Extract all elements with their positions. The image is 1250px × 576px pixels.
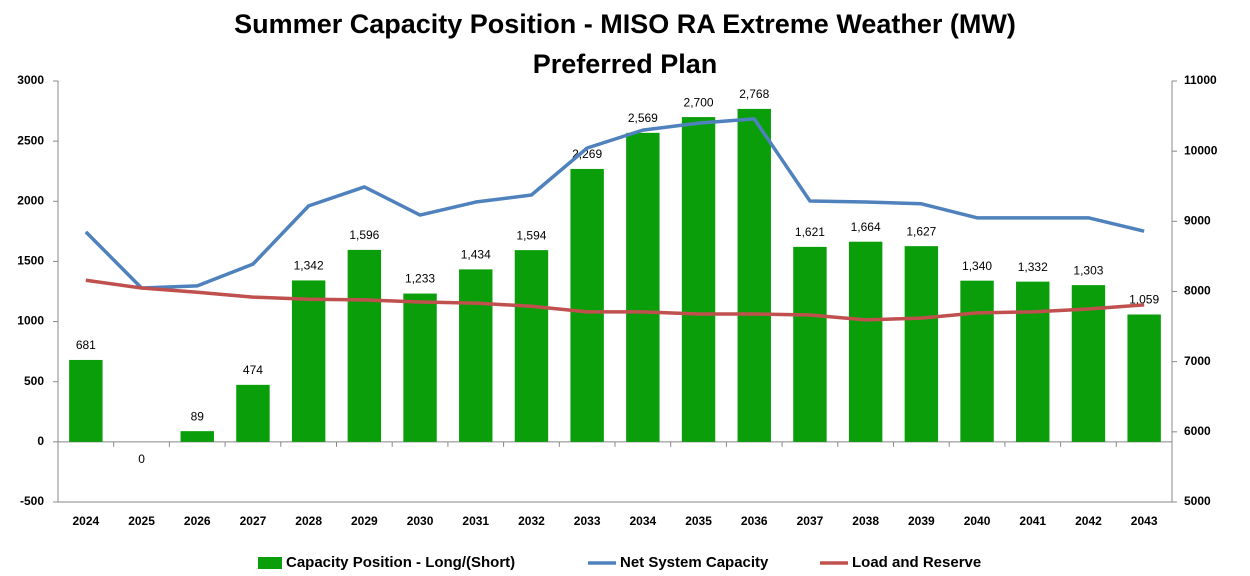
x-tick-label: 2042 <box>1075 514 1102 528</box>
y-tick-label: -500 <box>20 494 44 508</box>
data-label: 89 <box>191 409 205 423</box>
x-tick-label: 2043 <box>1131 514 1158 528</box>
data-label: 1,332 <box>1018 260 1048 274</box>
data-label: 1,664 <box>851 220 881 234</box>
legend-label: Net System Capacity <box>620 554 769 571</box>
bar <box>737 108 771 442</box>
data-label: 1,303 <box>1073 263 1103 277</box>
x-tick-label: 2038 <box>852 514 879 528</box>
data-label: 2,569 <box>628 111 658 125</box>
bar <box>347 249 382 442</box>
y2-tick-label: 11000 <box>1184 73 1217 87</box>
bar <box>793 246 827 442</box>
bar <box>69 359 103 442</box>
data-label: 1,233 <box>405 272 435 286</box>
data-label: 1,340 <box>962 259 992 273</box>
data-label: 2,269 <box>572 147 602 161</box>
x-tick-label: 2041 <box>1019 514 1046 528</box>
data-label: 1,059 <box>1129 293 1159 307</box>
y2-tick-label: 9000 <box>1184 214 1211 228</box>
chart-subtitle: Preferred Plan <box>533 49 718 79</box>
y-tick-label: 1000 <box>17 314 44 328</box>
legend-swatch <box>258 557 282 569</box>
x-tick-label: 2032 <box>518 514 545 528</box>
data-label: 1,342 <box>294 259 324 273</box>
bar <box>236 384 270 442</box>
x-tick-label: 2029 <box>351 514 378 528</box>
x-tick-label: 2035 <box>685 514 712 528</box>
data-label: 1,596 <box>349 228 379 242</box>
y-tick-label: 2500 <box>17 133 44 147</box>
x-tick-label: 2026 <box>184 514 211 528</box>
x-tick-label: 2040 <box>964 514 991 528</box>
x-tick-label: 2033 <box>574 514 601 528</box>
data-label: 681 <box>76 338 96 352</box>
data-label: 474 <box>243 363 263 377</box>
bar <box>960 280 994 442</box>
bar <box>681 117 716 442</box>
bar <box>570 168 604 442</box>
line <box>84 117 1145 290</box>
chart-title: Summer Capacity Position - MISO RA Extre… <box>234 9 1016 39</box>
bar <box>904 246 939 442</box>
x-tick-label: 2031 <box>462 514 489 528</box>
legend-label: Capacity Position - Long/(Short) <box>286 554 515 571</box>
y-tick-label: 0 <box>37 434 44 448</box>
x-tick-label: 2037 <box>797 514 824 528</box>
y2-tick-label: 10000 <box>1184 143 1218 157</box>
x-tick-label: 2027 <box>240 514 267 528</box>
y2-tick-label: 7000 <box>1184 354 1211 368</box>
data-label: 1,621 <box>795 225 825 239</box>
bar <box>1127 314 1161 442</box>
x-tick-label: 2025 <box>128 514 155 528</box>
bar <box>459 269 493 442</box>
line <box>85 278 1145 322</box>
y-tick-label: 1500 <box>17 254 44 268</box>
bar <box>848 241 883 442</box>
y-tick-label: 3000 <box>17 73 44 87</box>
x-tick-label: 2034 <box>629 514 656 528</box>
legend-label: Load and Reserve <box>852 554 981 571</box>
data-label: 1,594 <box>516 228 546 242</box>
x-tick-label: 2024 <box>72 514 99 528</box>
data-label: 2,700 <box>684 95 714 109</box>
data-label: 1,434 <box>461 248 491 262</box>
bar <box>514 250 549 442</box>
y-tick-label: 2000 <box>17 193 44 207</box>
bar <box>180 431 214 442</box>
bar <box>1016 281 1050 442</box>
data-label: 0 <box>138 452 145 466</box>
bar <box>626 132 660 442</box>
y-tick-label: 500 <box>24 374 44 388</box>
y2-tick-label: 8000 <box>1184 284 1211 298</box>
x-tick-label: 2028 <box>295 514 322 528</box>
bar <box>291 280 326 442</box>
bar <box>403 293 437 442</box>
data-label: 2,768 <box>739 87 769 101</box>
x-tick-label: 2039 <box>908 514 935 528</box>
x-tick-label: 2030 <box>407 514 434 528</box>
data-label: 1,627 <box>906 224 936 238</box>
y2-tick-label: 6000 <box>1184 424 1211 438</box>
y2-tick-label: 5000 <box>1184 494 1211 508</box>
x-tick-label: 2036 <box>741 514 768 528</box>
